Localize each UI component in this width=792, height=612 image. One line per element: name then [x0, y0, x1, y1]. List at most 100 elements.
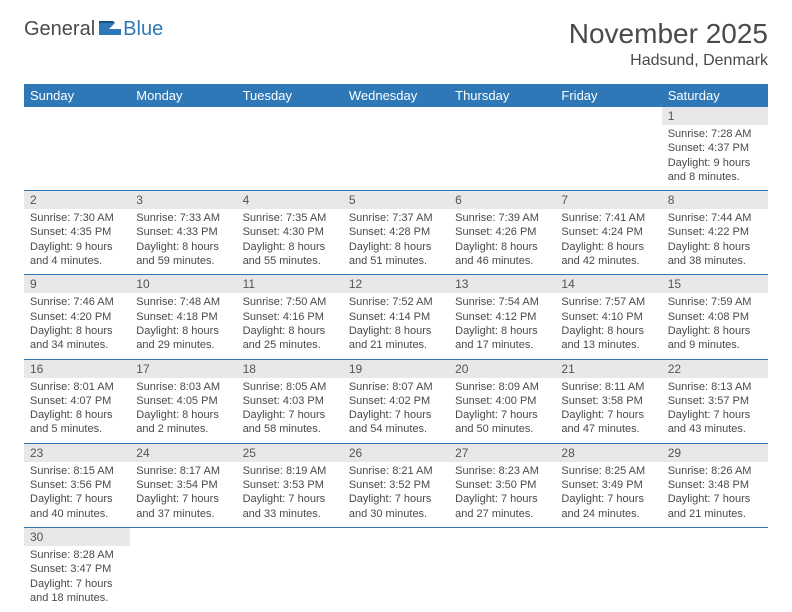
daylight-text: Daylight: 8 hours [668, 324, 762, 338]
daylight-text: and 58 minutes. [243, 422, 337, 436]
detail-row: Sunrise: 8:15 AMSunset: 3:56 PMDaylight:… [24, 462, 768, 528]
sunrise-text: Sunrise: 7:41 AM [561, 211, 655, 225]
day-details: Sunrise: 8:15 AMSunset: 3:56 PMDaylight:… [24, 462, 130, 528]
sunrise-text: Sunrise: 8:09 AM [455, 380, 549, 394]
daylight-text: Daylight: 8 hours [455, 240, 549, 254]
sunset-text: Sunset: 4:10 PM [561, 310, 655, 324]
daylight-text: Daylight: 8 hours [349, 324, 443, 338]
day-details: Sunrise: 8:01 AMSunset: 4:07 PMDaylight:… [24, 378, 130, 444]
daylight-text: Daylight: 7 hours [30, 492, 124, 506]
weekday-header: Tuesday [237, 84, 343, 107]
weekday-header: Friday [555, 84, 661, 107]
sunrise-text: Sunrise: 7:35 AM [243, 211, 337, 225]
day-number: 10 [130, 275, 236, 294]
sunset-text: Sunset: 4:35 PM [30, 225, 124, 239]
day-number: 3 [130, 191, 236, 210]
sunset-text: Sunset: 3:58 PM [561, 394, 655, 408]
day-number: 22 [662, 359, 768, 378]
sunrise-text: Sunrise: 7:39 AM [455, 211, 549, 225]
day-details: Sunrise: 7:37 AMSunset: 4:28 PMDaylight:… [343, 209, 449, 275]
day-number [555, 527, 661, 546]
daylight-text: and 29 minutes. [136, 338, 230, 352]
day-details: Sunrise: 8:21 AMSunset: 3:52 PMDaylight:… [343, 462, 449, 528]
sunrise-text: Sunrise: 8:25 AM [561, 464, 655, 478]
day-details: Sunrise: 7:54 AMSunset: 4:12 PMDaylight:… [449, 293, 555, 359]
daylight-text: and 38 minutes. [668, 254, 762, 268]
sunrise-text: Sunrise: 8:28 AM [30, 548, 124, 562]
weekday-header: Wednesday [343, 84, 449, 107]
daylight-text: and 42 minutes. [561, 254, 655, 268]
day-number [237, 107, 343, 125]
detail-row: Sunrise: 7:30 AMSunset: 4:35 PMDaylight:… [24, 209, 768, 275]
day-details: Sunrise: 8:23 AMSunset: 3:50 PMDaylight:… [449, 462, 555, 528]
sunset-text: Sunset: 4:26 PM [455, 225, 549, 239]
sunrise-text: Sunrise: 8:11 AM [561, 380, 655, 394]
sunrise-text: Sunrise: 7:48 AM [136, 295, 230, 309]
sunrise-text: Sunrise: 7:50 AM [243, 295, 337, 309]
daylight-text: and 25 minutes. [243, 338, 337, 352]
day-details: Sunrise: 8:25 AMSunset: 3:49 PMDaylight:… [555, 462, 661, 528]
daylight-text: and 24 minutes. [561, 507, 655, 521]
sunset-text: Sunset: 4:00 PM [455, 394, 549, 408]
daylight-text: and 47 minutes. [561, 422, 655, 436]
day-details [555, 125, 661, 191]
daylight-text: and 37 minutes. [136, 507, 230, 521]
day-number: 2 [24, 191, 130, 210]
day-details [237, 125, 343, 191]
sunrise-text: Sunrise: 7:37 AM [349, 211, 443, 225]
day-details [130, 125, 236, 191]
day-details [449, 546, 555, 611]
day-number: 23 [24, 443, 130, 462]
daylight-text: and 43 minutes. [668, 422, 762, 436]
sunset-text: Sunset: 3:54 PM [136, 478, 230, 492]
daynum-row: 1 [24, 107, 768, 125]
daylight-text: Daylight: 8 hours [561, 240, 655, 254]
sunset-text: Sunset: 4:20 PM [30, 310, 124, 324]
daynum-row: 2345678 [24, 191, 768, 210]
sunrise-text: Sunrise: 7:46 AM [30, 295, 124, 309]
sunset-text: Sunset: 4:30 PM [243, 225, 337, 239]
day-number [449, 527, 555, 546]
calendar-table: Sunday Monday Tuesday Wednesday Thursday… [24, 84, 768, 611]
sunset-text: Sunset: 4:08 PM [668, 310, 762, 324]
day-number: 24 [130, 443, 236, 462]
sunrise-text: Sunrise: 7:28 AM [668, 127, 762, 141]
daylight-text: and 59 minutes. [136, 254, 230, 268]
logo-text-general: General [24, 18, 95, 41]
sunrise-text: Sunrise: 7:52 AM [349, 295, 443, 309]
detail-row: Sunrise: 8:01 AMSunset: 4:07 PMDaylight:… [24, 378, 768, 444]
day-details: Sunrise: 7:30 AMSunset: 4:35 PMDaylight:… [24, 209, 130, 275]
daylight-text: and 9 minutes. [668, 338, 762, 352]
day-number: 15 [662, 275, 768, 294]
day-details: Sunrise: 7:35 AMSunset: 4:30 PMDaylight:… [237, 209, 343, 275]
day-number [130, 527, 236, 546]
sunrise-text: Sunrise: 8:15 AM [30, 464, 124, 478]
day-details: Sunrise: 7:48 AMSunset: 4:18 PMDaylight:… [130, 293, 236, 359]
day-details [662, 546, 768, 611]
daylight-text: and 50 minutes. [455, 422, 549, 436]
daylight-text: and 13 minutes. [561, 338, 655, 352]
daylight-text: and 54 minutes. [349, 422, 443, 436]
day-number: 13 [449, 275, 555, 294]
day-number: 6 [449, 191, 555, 210]
day-number [237, 527, 343, 546]
day-details: Sunrise: 8:13 AMSunset: 3:57 PMDaylight:… [662, 378, 768, 444]
daynum-row: 30 [24, 527, 768, 546]
day-number: 19 [343, 359, 449, 378]
daylight-text: Daylight: 8 hours [561, 324, 655, 338]
day-details: Sunrise: 7:50 AMSunset: 4:16 PMDaylight:… [237, 293, 343, 359]
daylight-text: Daylight: 7 hours [455, 408, 549, 422]
day-details [130, 546, 236, 611]
daylight-text: and 40 minutes. [30, 507, 124, 521]
daylight-text: and 33 minutes. [243, 507, 337, 521]
day-number [449, 107, 555, 125]
daylight-text: Daylight: 7 hours [561, 408, 655, 422]
day-details [237, 546, 343, 611]
day-details: Sunrise: 8:26 AMSunset: 3:48 PMDaylight:… [662, 462, 768, 528]
sunrise-text: Sunrise: 8:17 AM [136, 464, 230, 478]
header: General Blue November 2025 Hadsund, Denm… [24, 18, 768, 70]
day-details [343, 546, 449, 611]
sunset-text: Sunset: 4:02 PM [349, 394, 443, 408]
daylight-text: and 30 minutes. [349, 507, 443, 521]
daylight-text: and 2 minutes. [136, 422, 230, 436]
